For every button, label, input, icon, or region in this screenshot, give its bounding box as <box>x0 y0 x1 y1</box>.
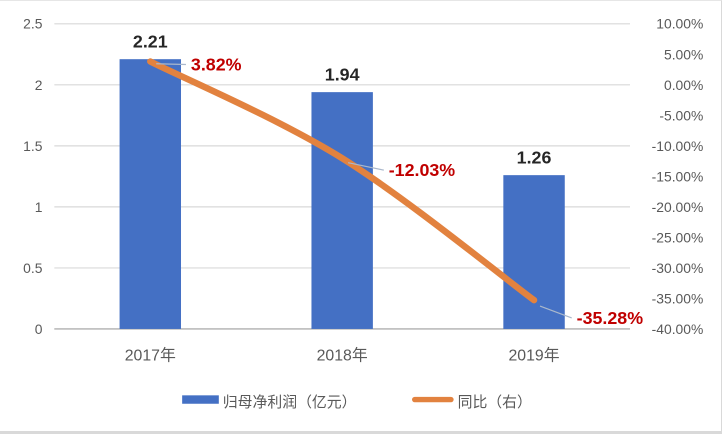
y-axis-left-tick-label: 0.5 <box>23 260 43 276</box>
y-axis-left-tick-label: 2.5 <box>23 16 43 32</box>
bar-2019年 <box>503 175 565 329</box>
y-axis-left-tick-label: 0 <box>35 321 43 337</box>
legend-swatch-bar <box>182 395 219 404</box>
legend-swatch-line <box>412 396 454 403</box>
y-axis-right-tick-label: -5.00% <box>659 107 703 123</box>
x-axis-label: 2018年 <box>317 347 368 365</box>
line-value-label: -35.28% <box>577 308 644 328</box>
line-value-label: -12.03% <box>389 160 456 180</box>
leader-line <box>156 63 186 66</box>
line-value-label: 3.82% <box>191 54 242 74</box>
y-axis-right-tick-label: -30.00% <box>652 260 704 276</box>
trend-line <box>147 58 538 304</box>
y-axis-right-tick-label: 10.00% <box>656 16 703 32</box>
bar-2017年 <box>119 59 182 329</box>
y-axis-right-tick-label: -25.00% <box>652 229 704 245</box>
y-axis-right-tick-label: -20.00% <box>652 199 704 215</box>
y-axis-right-tick-label: 5.00% <box>664 46 703 62</box>
leader-line <box>539 305 572 319</box>
bar-2018年 <box>311 92 373 329</box>
y-axis-left-tick-label: 2 <box>35 77 43 93</box>
x-axis-label: 2019年 <box>509 347 560 365</box>
y-axis-left-tick-label: 1.5 <box>23 138 43 154</box>
leader-line <box>347 162 384 171</box>
bar-value-label: 1.26 <box>517 147 552 167</box>
y-axis-left-tick-label: 1 <box>35 199 43 215</box>
y-axis-right-tick-label: -10.00% <box>652 138 704 154</box>
bar-value-label: 2.21 <box>133 31 168 51</box>
y-axis-right-tick-label: -35.00% <box>652 290 704 306</box>
x-axis-label: 2017年 <box>125 347 176 365</box>
y-axis-right-tick-label: -15.00% <box>652 168 704 184</box>
y-axis-right-tick-label: -40.00% <box>652 321 704 337</box>
legend-label-line: 同比（右） <box>458 394 532 411</box>
legend-label-bar: 归母净利润（亿元） <box>223 394 357 411</box>
y-axis-right-tick-label: 0.00% <box>664 77 703 93</box>
bar-value-label: 1.94 <box>325 64 360 84</box>
